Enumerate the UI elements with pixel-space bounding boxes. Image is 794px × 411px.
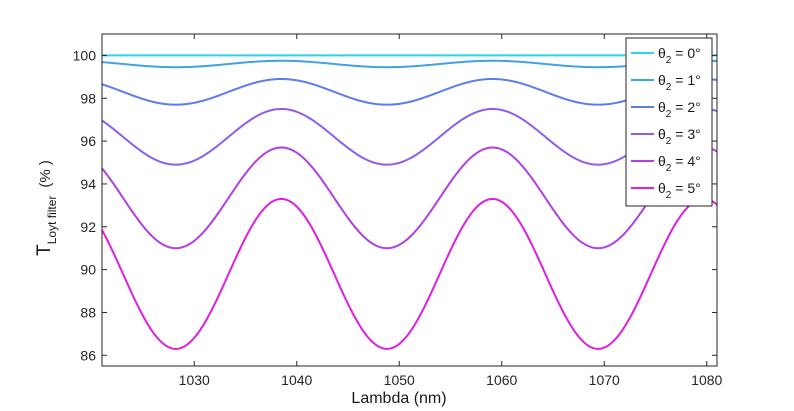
x-tick-label-3: 1060 <box>486 372 517 388</box>
x-tick-label-1: 1040 <box>281 372 312 388</box>
x-tick-labels: 1030 1040 1050 1060 1070 1080 <box>179 372 723 388</box>
series-line-5 <box>101 197 718 350</box>
x-tick-label-0: 1030 <box>179 372 210 388</box>
series-line-1 <box>101 59 718 69</box>
series-layer <box>101 54 718 350</box>
y-tick-label-7: 100 <box>73 47 97 63</box>
x-axis-title: Lambda (nm) <box>351 390 446 407</box>
y-axis-title: TLoyt filter (% ) <box>34 160 59 256</box>
legend-label-2: θ2 = 2° <box>658 99 701 120</box>
legend-box <box>625 37 713 207</box>
legend: θ2 = 0° θ2 = 1° θ2 = 2° θ2 = 3° θ2 = 4° θ2 = … <box>625 37 713 207</box>
x-tick-label-5: 1080 <box>691 372 722 388</box>
y-tick-label-1: 88 <box>80 304 96 320</box>
legend-label-4: θ2 = 4° <box>658 153 701 174</box>
x-tick-label-4: 1070 <box>589 372 620 388</box>
legend-label-3: θ2 = 3° <box>658 126 701 147</box>
series-line-4 <box>101 146 718 250</box>
legend-label-1: θ2 = 1° <box>658 72 701 93</box>
y-tick-label-2: 90 <box>80 262 96 278</box>
x-tick-label-2: 1050 <box>384 372 415 388</box>
axes-box <box>101 33 718 367</box>
y-axis-title-subscript: Loyt filter <box>45 196 59 245</box>
axes-layer <box>101 33 718 367</box>
y-tick-labels: 86 88 90 92 94 96 98 100 <box>73 47 97 363</box>
y-tick-label-0: 86 <box>80 347 96 363</box>
series-line-3 <box>101 107 718 166</box>
plot-area <box>102 34 717 366</box>
y-tick-label-6: 98 <box>80 90 96 106</box>
y-tick-label-3: 92 <box>80 219 96 235</box>
y-tick-label-5: 96 <box>80 133 96 149</box>
y-axis-title-main: T <box>34 244 55 256</box>
legend-label-5: θ2 = 5° <box>658 180 701 201</box>
legend-label-0: θ2 = 0° <box>658 45 701 66</box>
series-line-2 <box>101 77 718 106</box>
y-tick-label-4: 94 <box>80 176 96 192</box>
y-axis-title-unit: (% ) <box>37 160 54 188</box>
